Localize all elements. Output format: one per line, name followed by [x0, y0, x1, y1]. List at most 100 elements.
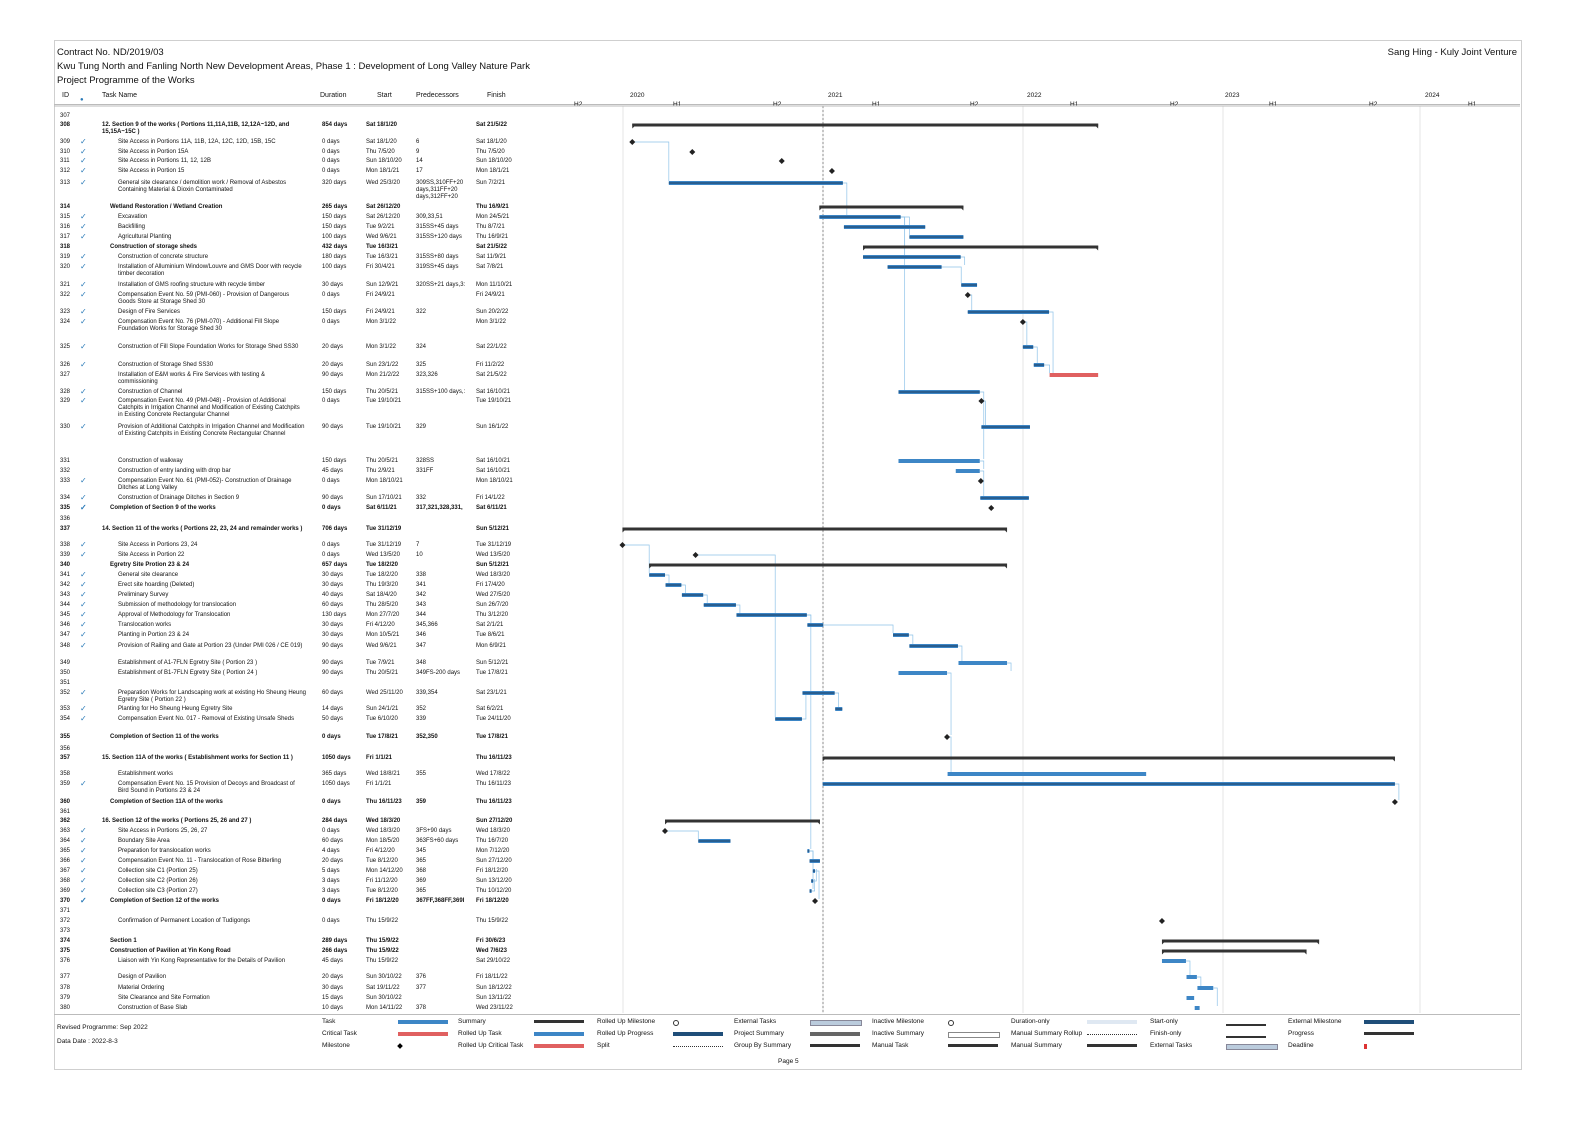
task-id: 370 [60, 898, 71, 904]
task-name: Provision of Additional Catchpits in Irr… [118, 424, 305, 437]
task-name: Establishment of A1-7FLN Egretry Site ( … [118, 660, 258, 666]
task-start: Tue 17/8/21 [366, 734, 398, 740]
complete-check-icon: ✓ [80, 714, 87, 723]
col-predecessors[interactable]: Predecessors [416, 92, 459, 99]
task-id: 372 [60, 918, 71, 924]
task-name: Confirmation of Permanent Location of Tu… [118, 918, 251, 924]
task-duration: 365 days [322, 771, 347, 777]
task-name: 15. Section 11A of the works ( Establish… [102, 755, 293, 761]
task-finish: Fri 18/12/20 [476, 868, 509, 874]
timeline-label: H1 [1468, 101, 1477, 108]
task-id: 348 [60, 643, 71, 649]
task-predecessors: 315SS+45 days [416, 224, 459, 230]
legend-label: Milestone [322, 1042, 350, 1049]
legend-label: Rolled Up Milestone [597, 1018, 656, 1025]
legend-entry: Rolled Up Milestone [597, 1018, 679, 1026]
task-finish: Sun 13/12/20 [476, 878, 512, 884]
timeline-label: H2 [574, 101, 583, 108]
task-finish: Thu 16/9/21 [476, 204, 509, 210]
task-finish: Mon 18/1/21 [476, 168, 510, 174]
task-predecessors: 7 [416, 542, 420, 548]
progress-bar [819, 216, 901, 218]
task-duration: 15 days [322, 995, 344, 1001]
task-predecessors: 347 [416, 643, 427, 649]
task-start: Tue 8/12/20 [366, 888, 398, 894]
task-id: 324 [60, 319, 71, 325]
page-number: Page 5 [778, 1058, 799, 1065]
task-finish: Wed 23/11/22 [476, 1005, 513, 1011]
task-id: 332 [60, 468, 71, 474]
task-start: Fri 4/12/20 [366, 848, 395, 854]
task-id: 326 [60, 362, 71, 368]
legend-entry: Rolled Up Progress [597, 1030, 723, 1037]
task-start: Tue 7/9/21 [366, 660, 395, 666]
col-task-name[interactable]: Task Name [102, 92, 138, 99]
task-duration: 0 days [322, 734, 341, 740]
task-duration: 60 days [322, 602, 344, 608]
summary-bar-end [1317, 939, 1320, 945]
legend-label: Progress [1288, 1030, 1315, 1037]
task-id: 342 [60, 582, 71, 588]
task-id: 363 [60, 828, 71, 834]
progress-bar [980, 497, 1029, 499]
summary-bar [1161, 939, 1320, 943]
legend-entry: Rolled Up Task [458, 1030, 584, 1037]
dependency-link [806, 614, 812, 849]
summary-bar [822, 756, 1395, 760]
task-finish: Sat 29/10/22 [476, 958, 511, 964]
task-duration: 0 days [322, 799, 341, 805]
task-start: Mon 27/7/20 [366, 612, 400, 618]
complete-check-icon: ✓ [80, 360, 87, 369]
dependency-link [665, 830, 699, 839]
summary-bar-start [632, 123, 635, 129]
task-finish: Tue 24/11/20 [476, 716, 511, 722]
progress-bar [893, 634, 909, 636]
summary-bar-end [1304, 949, 1307, 955]
task-start: Wed 13/5/20 [366, 552, 400, 558]
task-id: 344 [60, 602, 71, 608]
task-predecessors: 339,354 [416, 690, 438, 696]
legend-symbol [398, 1020, 448, 1024]
task-duration: 90 days [322, 660, 344, 666]
task-name: Site Access in Portions 11, 12, 12B [118, 158, 211, 164]
col-finish[interactable]: Finish [487, 92, 506, 99]
progress-bar [649, 574, 666, 576]
task-finish: Mon 3/1/22 [476, 319, 507, 325]
task-predecessors: 344 [416, 612, 427, 618]
task-start: Sat 26/12/20 [366, 204, 401, 210]
task-finish: Thu 15/9/22 [476, 918, 509, 924]
legend-symbol [1087, 1032, 1137, 1035]
col-start[interactable]: Start [377, 92, 392, 99]
task-bar [898, 459, 980, 463]
task-duration: 14 days [322, 706, 344, 712]
task-id: 335 [60, 505, 71, 511]
task-duration: 130 days [322, 612, 347, 618]
task-name: Construction of storage sheds [110, 244, 198, 250]
legend-label: Start-only [1150, 1018, 1178, 1025]
task-finish: Thu 16/11/23 [476, 799, 512, 805]
progress-bar [981, 426, 1030, 428]
dependency-link [981, 400, 986, 425]
progress-bar [898, 391, 980, 393]
task-finish: Thu 16/9/21 [476, 234, 509, 240]
task-name: Translocation works [118, 622, 172, 628]
task-predecessors: 355 [416, 771, 427, 777]
task-name: Site Access in Portions 23, 24 [118, 542, 198, 548]
col-id[interactable]: ID [62, 92, 69, 99]
complete-check-icon: ✓ [80, 590, 87, 599]
task-bar [1161, 959, 1186, 963]
complete-check-icon: ✓ [80, 550, 87, 559]
task-id: 350 [60, 670, 71, 676]
task-id: 315 [60, 214, 71, 220]
dependency-link [900, 216, 906, 255]
progress-bar [809, 890, 812, 892]
complete-check-icon: ✓ [80, 396, 87, 405]
task-start: Thu 7/5/20 [366, 149, 395, 155]
task-id: 355 [60, 734, 71, 740]
dependency-link [1044, 364, 1050, 373]
col-duration[interactable]: Duration [320, 92, 347, 99]
legend-label: Summary [458, 1018, 486, 1025]
summary-bar [665, 819, 820, 823]
task-id: 378 [60, 985, 71, 991]
task-predecessors: 331FF [416, 468, 434, 474]
